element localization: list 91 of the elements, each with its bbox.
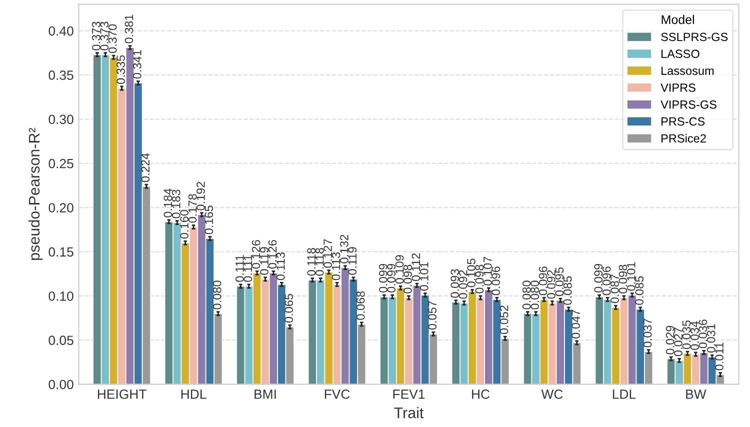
data-label: 0.132 bbox=[340, 234, 348, 264]
data-label: 0.109 bbox=[395, 255, 404, 284]
data-label: 0.183 bbox=[172, 190, 180, 218]
y-tick-label: 0.10 bbox=[48, 291, 74, 301]
data-label: 0.065 bbox=[284, 294, 294, 323]
data-label: 0.373 bbox=[100, 22, 109, 50]
data-label: 0.341 bbox=[133, 50, 142, 79]
data-label: 0.098 bbox=[404, 264, 412, 294]
data-label: 0.111 bbox=[235, 255, 244, 282]
data-label: 0.036 bbox=[698, 320, 708, 348]
data-label: 0.085 bbox=[635, 276, 644, 305]
y-tick-label: 0.25 bbox=[48, 158, 74, 168]
data-label: 0.119 bbox=[260, 247, 268, 275]
data-label: 0.113 bbox=[332, 252, 340, 280]
y-tick-label: 0.40 bbox=[48, 26, 74, 36]
legend-label: LASSO bbox=[662, 50, 700, 58]
data-label: 0.052 bbox=[500, 306, 508, 334]
data-label: 0.092 bbox=[547, 270, 556, 299]
y-axis-title: pseudo-Pearson-R² bbox=[28, 128, 43, 260]
data-label: 0.118 bbox=[315, 248, 324, 276]
legend-label: PRS-CS bbox=[662, 117, 705, 126]
data-label: 0.087 bbox=[610, 274, 619, 304]
data-label: 0.085 bbox=[563, 276, 572, 305]
legend-label: VIPRS-GS bbox=[660, 100, 716, 109]
y-tick-label: 0.00 bbox=[48, 380, 74, 390]
data-label: 0.096 bbox=[602, 266, 611, 296]
data-label: 0.111 bbox=[244, 255, 252, 282]
legend-label: Lassosum bbox=[662, 66, 714, 75]
x-tick-label: FVC bbox=[324, 390, 350, 399]
data-label: 0.057 bbox=[428, 301, 437, 330]
x-axis-title: Trait bbox=[394, 407, 424, 418]
data-label: 0.184 bbox=[164, 188, 172, 218]
data-label: 0.165 bbox=[204, 206, 214, 234]
x-tick-label: LDL bbox=[612, 390, 636, 399]
data-label: 0.096 bbox=[538, 266, 548, 296]
x-tick-label: BW bbox=[686, 390, 706, 399]
data-label: 0.127 bbox=[324, 239, 332, 268]
data-label: 0.112 bbox=[412, 253, 420, 282]
legend-label: SSLPRS-GS bbox=[661, 32, 728, 42]
data-label: 0.080 bbox=[530, 280, 539, 310]
x-tick-label: HC bbox=[472, 390, 490, 399]
y-tick-label: 0.35 bbox=[48, 70, 74, 80]
y-tick-label: 0.30 bbox=[48, 114, 74, 124]
data-label: 0.101 bbox=[626, 262, 636, 291]
legend-label: PRSice2 bbox=[662, 134, 706, 143]
data-label: 0.029 bbox=[666, 326, 674, 354]
data-label: 0.031 bbox=[706, 324, 716, 353]
data-label: 0.126 bbox=[268, 240, 277, 269]
data-label: 0.224 bbox=[141, 153, 150, 182]
data-label: 0.105 bbox=[467, 258, 476, 288]
x-tick-label: HEIGHT bbox=[98, 390, 146, 399]
data-label: 0.101 bbox=[420, 262, 428, 291]
y-tick-label: 0.05 bbox=[48, 336, 74, 346]
data-label: 0.080 bbox=[522, 280, 531, 310]
data-label: 0.092 bbox=[458, 270, 468, 299]
y-tick-label: 0.20 bbox=[48, 203, 74, 212]
data-label: 0.335 bbox=[116, 55, 125, 84]
data-label: 0.160 bbox=[180, 210, 189, 239]
data-label: 0.119 bbox=[348, 247, 357, 275]
data-label: 0.099 bbox=[594, 264, 603, 292]
data-label: 0.178 bbox=[188, 194, 197, 223]
data-label: 0.126 bbox=[252, 240, 260, 269]
data-label: 0.192 bbox=[196, 182, 205, 210]
data-label: 0.034 bbox=[690, 321, 699, 350]
x-tick-label: WC bbox=[541, 390, 563, 399]
legend-label: VIPRS bbox=[660, 83, 696, 92]
y-tick-label: 0.15 bbox=[48, 247, 74, 257]
data-label: 0.099 bbox=[387, 264, 396, 292]
data-label: 0.381 bbox=[124, 14, 134, 44]
data-label: 0.113 bbox=[276, 252, 285, 280]
data-label: 0.027 bbox=[674, 328, 682, 356]
data-label: 0.099 bbox=[378, 264, 388, 292]
data-label: 0.373 bbox=[92, 22, 100, 50]
data-label: 0.037 bbox=[643, 318, 652, 348]
data-label: 0.096 bbox=[492, 266, 500, 296]
data-label: 0.093 bbox=[450, 269, 460, 298]
data-label: 0.107 bbox=[483, 256, 492, 286]
data-label: 0.068 bbox=[356, 291, 365, 320]
legend-title: Model bbox=[662, 14, 694, 24]
data-label: 0.098 bbox=[475, 264, 484, 294]
data-label: 0.118 bbox=[307, 248, 316, 276]
data-label: 0.080 bbox=[212, 280, 222, 310]
data-label: 0.047 bbox=[572, 310, 580, 338]
x-tick-label: HDL bbox=[181, 390, 206, 399]
data-label: 0.370 bbox=[108, 24, 117, 53]
x-tick-label: BMI bbox=[254, 390, 276, 399]
data-label: 0.098 bbox=[618, 264, 628, 294]
data-label: 0.011 bbox=[715, 342, 724, 370]
x-tick-label: FEV1 bbox=[393, 390, 425, 399]
data-label: 0.035 bbox=[682, 320, 691, 350]
data-label: 0.095 bbox=[555, 267, 564, 296]
